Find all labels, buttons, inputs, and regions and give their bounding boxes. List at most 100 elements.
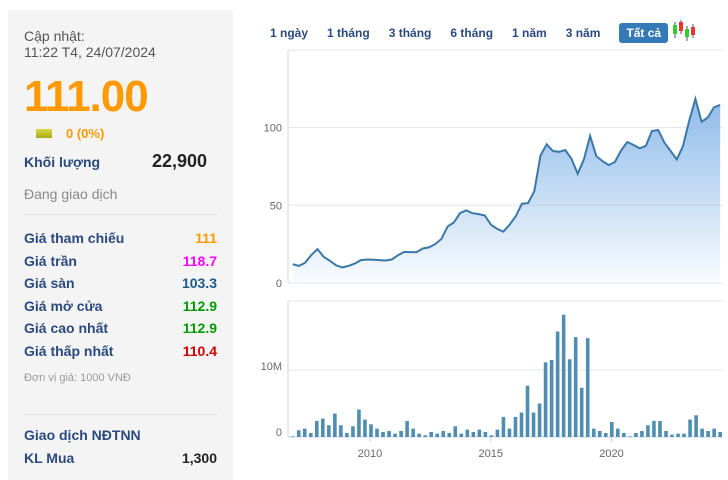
volume-bar [628,436,632,437]
volume-value: 22,900 [151,151,207,171]
volume-bar [465,429,470,437]
volume-bar [447,432,452,437]
y-tick-label: 100 [264,123,282,135]
price-row-value: 103.3 [181,275,217,292]
volume-bar [682,433,686,437]
volume-bar [489,435,494,437]
tab-range[interactable]: 1 ngày [270,25,309,40]
volume-bar [315,420,319,437]
price-row-label: Giá sàn [24,275,75,292]
divider [24,414,217,415]
price-row-value: 118.7 [182,252,217,269]
volume-bar [718,431,722,437]
tab-range[interactable]: 1 năm [512,25,547,40]
volume-bar [387,430,391,437]
price-row-label: Giá thấp nhất [24,342,114,359]
candlestick-chart-icon[interactable] [672,20,696,45]
volume-bar [519,412,524,437]
volume-bar [525,385,530,437]
price-row: Giá trần 118.7 [24,250,217,273]
volume-bar [640,430,644,437]
quote-panel: Cập nhật: 11:22 T4, 24/07/2024 111.00 0 … [8,10,233,480]
volume-bar [676,433,680,437]
buy-volume-row: KL Mua 1,300 [24,447,217,470]
volume-bar [296,430,301,437]
unchanged-indicator-icon [36,129,52,138]
volume-bar [700,428,704,437]
buy-label: KL Mua [24,450,75,467]
volume-bar [417,433,421,437]
volume-bar [435,433,440,437]
volume-bar [694,415,698,437]
volume-bar [543,362,548,437]
volume-bar [483,431,488,437]
volume-bar [573,337,578,437]
x-tick-label: 2010 [358,448,382,460]
volume-bar [688,419,692,437]
volume-bar [567,359,572,437]
volume-bar [477,429,482,437]
x-tick-label: 2020 [599,448,623,460]
price-line [292,95,721,269]
volume-bar [302,428,307,437]
y-tick-label: 0 [276,427,282,439]
price-row: Giá tham chiếu 111 [24,227,217,250]
volume-bar [616,428,620,437]
price-row-label: Giá trần [24,252,77,269]
volume-bar [290,436,295,437]
volume-bar [597,430,602,437]
tab-range[interactable]: 3 tháng [388,25,432,40]
tab-range[interactable]: 6 tháng [450,25,494,40]
y-tick-label: 0 [276,278,282,290]
volume-bar [513,416,518,437]
volume-bar [561,314,566,437]
volume-bar [381,431,385,437]
volume-bar [411,428,415,437]
volume-bar [351,426,355,437]
update-label: Cập nhật: [24,28,85,44]
volume-bar [357,409,361,437]
tab-range[interactable]: Tất cả [619,22,669,43]
price-row: Giá thấp nhất 110.4 [24,340,217,363]
trading-status: Đang giao dịch [24,186,118,202]
volume-bar [646,425,650,437]
tab-range[interactable]: 1 tháng [327,25,370,40]
volume-bar [634,432,638,437]
volume-bar [369,424,373,437]
volume-bar [652,420,656,437]
volume-bar [501,416,506,437]
volume-bar [555,331,560,437]
volume-bar [579,387,584,437]
volume-bar [549,359,554,437]
volume-bar [603,432,608,437]
volume-bar [321,418,325,437]
price-row-label: Giá mở cửa [24,297,103,314]
volume-bar [453,426,458,437]
price-row: Giá mở cửa 112.9 [24,295,217,318]
price-row-value: 112.9 [182,297,217,314]
price-volume-chart: 0 50 100 0 10M 2010 2015 2020 [261,49,723,460]
volume-bar [405,420,409,437]
volume-bar [622,432,626,437]
volume-bar [393,433,397,437]
volume-bar [423,435,427,437]
volume-bar [664,430,668,437]
update-time: 11:22 T4, 24/07/2024 [24,44,156,60]
volume-label: Khối lượng [24,153,101,170]
volume-bar [531,412,536,437]
volume-bar [375,428,379,437]
price-area [292,98,721,284]
volume-bar [585,338,590,437]
volume-bar [507,428,512,437]
volume-bar [363,419,367,437]
volume-row: Khối lượng 22,900 [24,151,217,172]
foreign-trade-label: Giao dịch NĐTNN [24,427,141,443]
price-unit: Đơn vị giá: 1000 VNĐ [24,372,131,384]
price-row-label: Giá cao nhất [24,320,109,337]
buy-value: 1,300 [181,450,217,467]
tab-range[interactable]: 3 năm [565,25,601,40]
x-tick-label: 2015 [479,448,503,460]
price-row: Giá sàn 103.3 [24,272,217,295]
volume-bar [333,413,337,437]
range-tabs: 1 ngày 1 tháng 3 tháng 6 tháng 1 năm 3 năm Tất… [270,20,696,45]
